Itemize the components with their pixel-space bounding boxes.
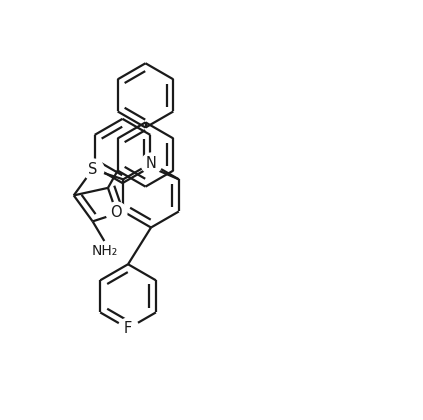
Text: O: O bbox=[110, 205, 122, 220]
Text: NH₂: NH₂ bbox=[91, 244, 118, 258]
Text: S: S bbox=[88, 162, 97, 177]
Text: F: F bbox=[124, 321, 132, 336]
Text: N: N bbox=[146, 156, 157, 171]
